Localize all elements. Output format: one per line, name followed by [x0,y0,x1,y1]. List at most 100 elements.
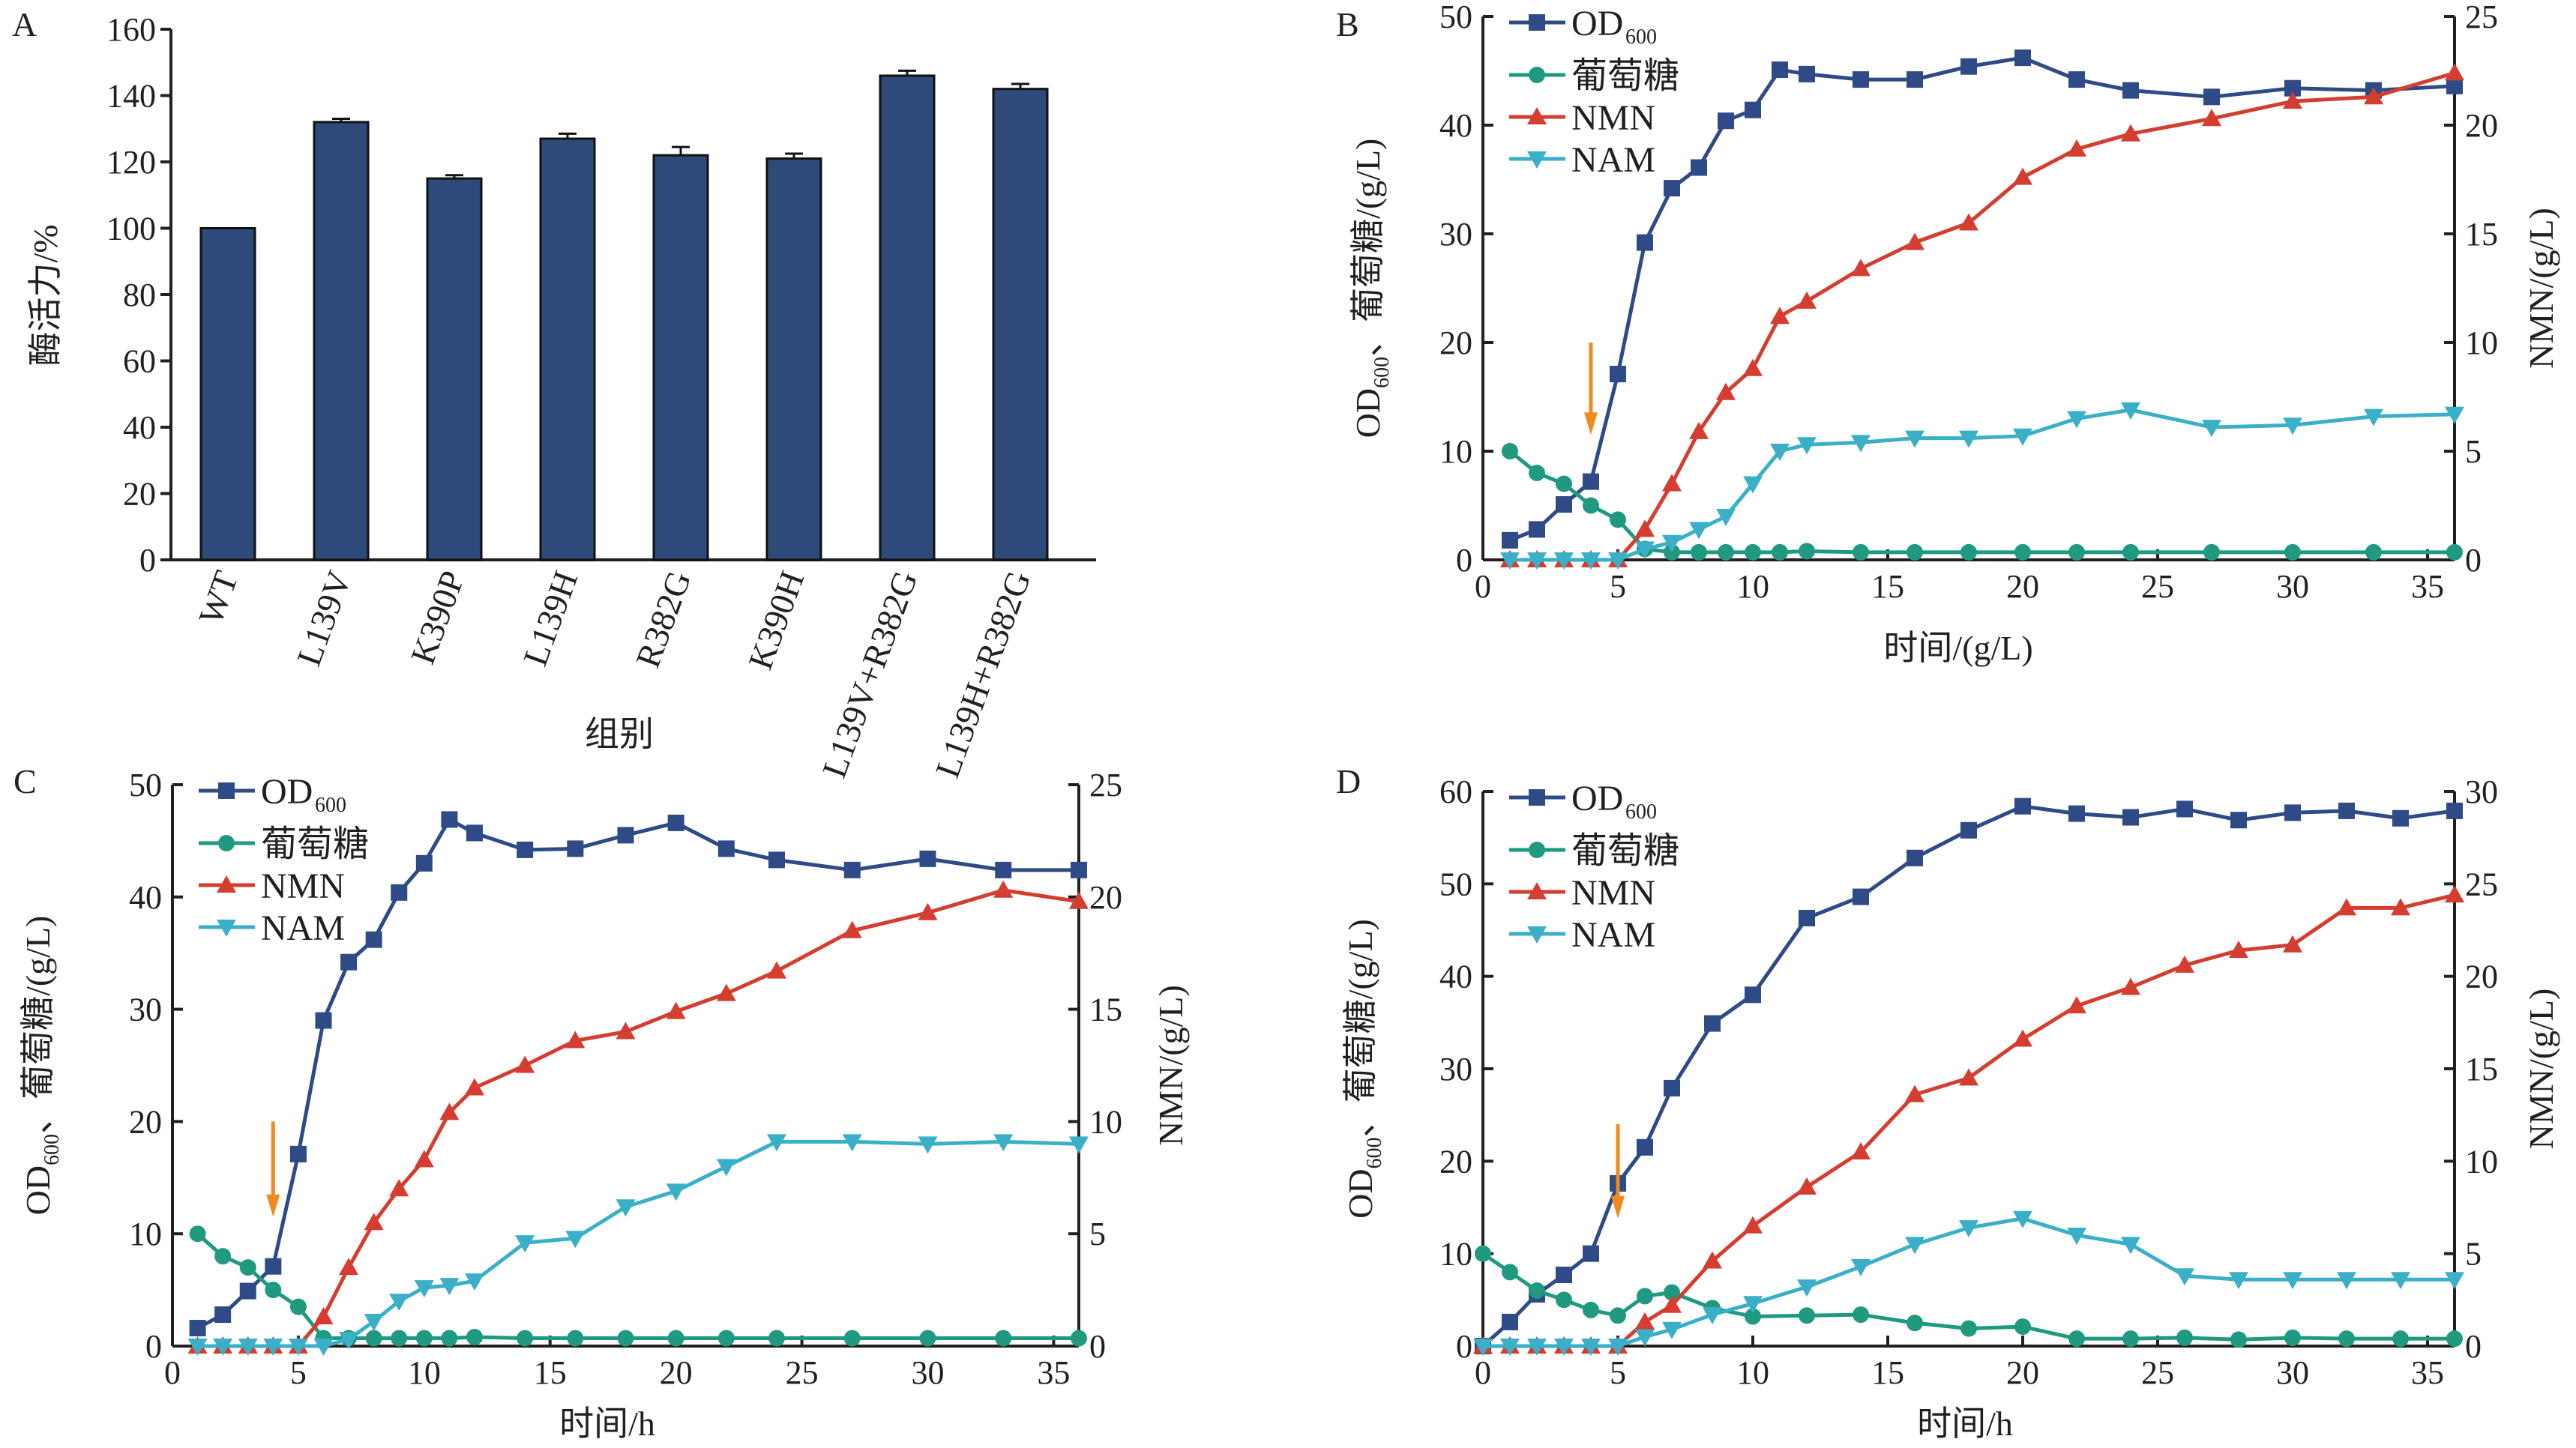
point-OD600 [1853,888,1869,905]
point-NMN [339,1258,359,1276]
x-tick-label: 25 [2141,1354,2174,1391]
point-NAM [339,1332,359,1350]
series-line-glucose [1508,450,2455,555]
point-NAM [1527,552,1547,570]
point-NAM [1703,1307,1722,1325]
point-NAM [1635,1329,1655,1347]
point-NAM [465,1273,484,1291]
point-OD600 [2392,809,2409,827]
point-NMN [1797,291,1817,309]
point-OD600 [2230,812,2247,829]
y-label-main: OD [19,1165,57,1215]
point-glucose [415,1330,433,1347]
legend-marker-OD600 [218,782,235,799]
y-label-main: OD [1349,388,1387,438]
legend-subscript: 600 [1625,25,1657,49]
point-glucose [919,1330,936,1347]
y-label-subscript: 600 [40,1134,64,1165]
point-OD600 [340,953,358,971]
point-OD600 [466,824,483,842]
x-tick-label: L139V [289,566,358,671]
point-NMN [439,1102,460,1120]
point-NAM [1851,435,1871,453]
point-NAM [666,1183,686,1201]
right-y-tick-label: 5 [2465,433,2482,470]
x-tick-label: 20 [660,1354,693,1391]
panel-label: B [1336,5,1359,43]
point-OD600 [214,1306,232,1324]
right-y-tick-label: 0 [2465,1328,2482,1365]
point-NMN [2337,898,2356,916]
point-NAM [2445,1272,2464,1290]
left-y-tick-label: 50 [129,767,162,803]
point-OD600 [2014,797,2031,815]
point-NAM [2229,1272,2248,1290]
point-NAM [1743,1296,1763,1314]
legend-marker-NMN [217,875,236,893]
panel-D: D0 5 10 15 20 25 30 350102030405060051015202530… [1336,762,2560,1443]
point-OD600 [1583,1245,1599,1262]
point-NMN [313,1307,334,1325]
x-tick-label: 30 [2276,568,2309,605]
series-line-glucose [196,1232,1079,1341]
panel-A: A 0 20 40 60 80 100 120 140 160 WT L139V K390P L139H R… [12,5,1096,782]
x-tick-label: 0 [1475,1354,1491,1391]
x-axis-label: 时间/(g/L) [1883,629,2032,667]
point-glucose [1853,543,1869,561]
y-tick-label: 20 [123,476,156,513]
point-NMN [1770,307,1790,325]
point-OD600 [1960,58,1977,75]
legend-label-OD600: OD [261,772,313,812]
right-y-tick-label: 20 [2465,959,2498,995]
point-OD600 [1664,1079,1680,1096]
left-y-tick-label: 0 [1456,1328,1472,1365]
x-tick-label: 5 [1610,568,1626,605]
left-y-tick-label: 30 [1439,1051,1472,1087]
x-tick-label: K390H [741,566,811,675]
point-NAM [842,1134,862,1152]
point-glucose [1745,1308,1761,1325]
point-NAM [1770,444,1790,461]
left-y-tick-label: 50 [1439,0,1472,35]
point-NAM [2283,417,2302,435]
left-y-tick-label: 40 [1439,107,1472,144]
right-y-tick-label: 25 [2465,866,2498,902]
point-NMN [2202,109,2221,127]
point-OD600 [1664,180,1680,197]
legend-label-glucose: 葡萄糖 [261,824,369,864]
point-OD600 [919,850,936,867]
point-NMN [2121,124,2140,142]
point-glucose [1664,1284,1680,1301]
x-tick-label: L139H+R382G [928,566,1038,782]
point-OD600 [1799,909,1815,926]
point-NMN [389,1179,409,1197]
point-OD600 [567,840,584,857]
series-line-OD600 [1509,55,2455,543]
bar-K390P [426,177,483,561]
right-y-tick-label: 25 [2465,0,2498,35]
point-OD600 [415,854,433,872]
point-NMN [1851,1142,1871,1159]
point-NAM [1797,437,1817,455]
y-tick-label: 100 [106,211,156,247]
x-tick-label: 15 [534,1354,567,1391]
right-y-tick-label: 15 [1089,992,1122,1028]
point-NMN [2067,139,2086,157]
point-NMN [1743,1216,1763,1234]
point-glucose [289,1298,307,1315]
point-OD600 [441,811,458,828]
point-NAM [1905,1237,1925,1255]
point-NAM [2283,1272,2302,1290]
right-y-axis-label: NMN/(g/L) [1152,985,1190,1146]
point-OD600 [315,1012,332,1029]
bar-K390H [765,157,822,561]
left-y-tick-label: 0 [145,1328,162,1365]
point-glucose [365,1330,382,1347]
point-NMN [2013,1029,2032,1047]
series-line-NAM [1510,408,2455,562]
x-tick-label: 30 [2276,1354,2309,1391]
point-glucose [189,1225,206,1243]
x-tick-label: 35 [2411,568,2444,605]
point-NAM [1716,509,1736,526]
